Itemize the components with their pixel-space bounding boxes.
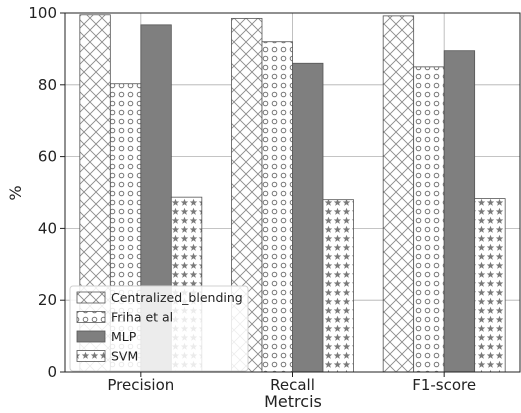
bar-svm-recall	[322, 199, 354, 373]
x-tick-label: F1-score	[412, 376, 476, 394]
legend-label: MLP	[111, 329, 137, 344]
legend-swatch	[76, 311, 106, 323]
bar-svm-f1-score	[474, 198, 506, 373]
y-tick-label: 100	[28, 4, 57, 22]
legend-swatch	[76, 291, 106, 304]
y-tick-label: 80	[38, 76, 57, 94]
y-tick-label: 60	[38, 148, 57, 166]
x-tick-label: Recall	[270, 376, 315, 394]
y-axis-label: %	[6, 185, 25, 200]
labels: Metrcis %	[6, 185, 322, 411]
bar-mlp-f1-score	[443, 50, 476, 373]
y-tick-label: 40	[38, 219, 57, 237]
y-tick-label: 0	[47, 363, 57, 381]
legend-label: SVM	[111, 349, 138, 364]
legend-label: Friha et al	[111, 310, 173, 325]
legend-box	[69, 285, 249, 372]
bar-friha-et-al-f1-score	[413, 66, 445, 373]
bar-mlp-recall	[292, 62, 324, 373]
legend: Centralized_blending Friha et al MLP SVM	[69, 285, 249, 372]
y-tick-label: 20	[38, 291, 57, 309]
plot-frame	[64, 12, 521, 373]
legend-swatch	[76, 350, 106, 362]
legend-swatch	[76, 330, 106, 343]
x-axis-label: Metrcis	[264, 392, 322, 411]
bar-centralized-blending-f1-score	[382, 15, 415, 373]
axes: 0 20 40 60 80 100 Precision Recall F1-score	[28, 4, 521, 394]
x-tick-label: Precision	[107, 376, 174, 394]
legend-label: Centralized_blending	[111, 290, 243, 305]
bar-friha-et-al-recall	[261, 41, 293, 373]
